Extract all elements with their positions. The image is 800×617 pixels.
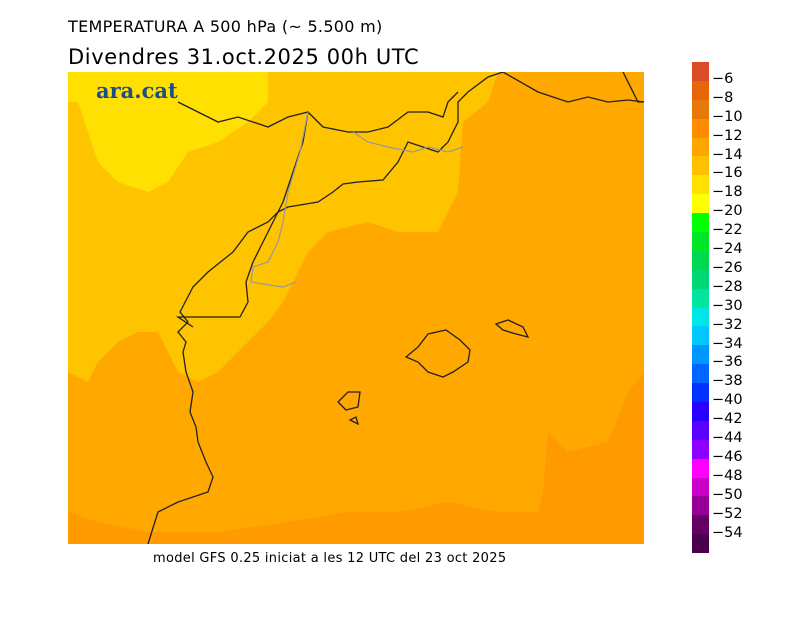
colorbar-label: −14: [712, 146, 743, 163]
island-ibiza: [337, 391, 361, 426]
colorbar-swatch: [692, 175, 709, 195]
colorbar-swatch: [692, 515, 709, 535]
colorbar-label: −44: [712, 430, 743, 446]
colorbar-label: −40: [712, 392, 743, 409]
ara-cat-logo: ara.cat: [96, 78, 178, 103]
colorbar-swatch: [692, 420, 709, 440]
colorbar-swatch: [692, 364, 709, 384]
colorbar-swatch: [692, 269, 709, 289]
colorbar-label: −30: [712, 297, 743, 314]
colorbar-label: −50: [712, 486, 743, 503]
colorbar-swatch: [692, 137, 709, 157]
colorbar-label: −38: [712, 373, 743, 390]
map-title: TEMPERATURA A 500 hPa (~ 5.500 m): [68, 17, 383, 36]
colorbar-label: −26: [712, 259, 743, 276]
colorbar-swatch: [692, 534, 709, 554]
colorbar-label: −54: [712, 524, 743, 541]
colorbar-swatch: [692, 326, 709, 346]
colorbar-swatch: [692, 194, 709, 214]
field-minus10-12: [68, 372, 644, 544]
colorbar-swatch: [692, 458, 709, 478]
coastline: [147, 72, 504, 544]
colorbar-label: −48: [712, 467, 743, 484]
colorbar-label: −18: [712, 184, 743, 201]
temperature-map: [68, 72, 644, 544]
colorbar-swatch: [692, 118, 709, 138]
colorbar-label: −6: [712, 70, 734, 87]
colorbar-swatch: [692, 477, 709, 497]
colorbar-swatch: [692, 383, 709, 403]
border: [175, 111, 309, 328]
colorbar-label: −8: [712, 89, 734, 106]
colorbar-label: −10: [712, 108, 743, 125]
colorbar-swatch: [692, 80, 709, 100]
colorbar-swatch: [692, 99, 709, 119]
colorbar-swatch: [692, 250, 709, 270]
colorbar-label: −32: [712, 316, 743, 333]
colorbar-swatch: [692, 307, 709, 327]
model-info: model GFS 0.25 iniciat a les 12 UTC del …: [153, 551, 507, 566]
colorbar-swatch: [692, 496, 709, 516]
colorbar-label: −12: [712, 127, 743, 144]
colorbar-swatch: [692, 345, 709, 365]
colorbar-label: −52: [712, 505, 743, 522]
field-minus16-18: [68, 72, 268, 192]
colorbar-label: −16: [712, 165, 743, 182]
region-border: [250, 111, 464, 288]
border: [502, 72, 644, 103]
colorbar-swatch: [692, 62, 709, 81]
border: [177, 91, 459, 133]
colorbar-swatch: [692, 288, 709, 308]
map-date: Divendres 31.oct.2025 00h UTC: [68, 45, 420, 69]
colorbar-label: −42: [712, 411, 743, 428]
colorbar-label: −24: [712, 241, 743, 257]
colorbar-swatch: [692, 213, 709, 233]
colorbar-swatch: [692, 402, 709, 421]
colorbar-label: −22: [712, 222, 743, 239]
island-sardinia-edge: [622, 72, 644, 103]
colorbar-label: −36: [712, 354, 743, 371]
colorbar-swatch: [692, 232, 709, 251]
colorbar-label: −20: [712, 203, 743, 220]
colorbar-swatch: [692, 156, 709, 176]
colorbar-label: −34: [712, 335, 743, 352]
colorbar-label: −46: [712, 448, 743, 465]
colorbar: [692, 62, 709, 554]
island-mallorca: [404, 329, 471, 378]
island-menorca: [494, 319, 530, 338]
colorbar-label: −28: [712, 278, 743, 295]
colorbar-swatch: [692, 439, 709, 459]
